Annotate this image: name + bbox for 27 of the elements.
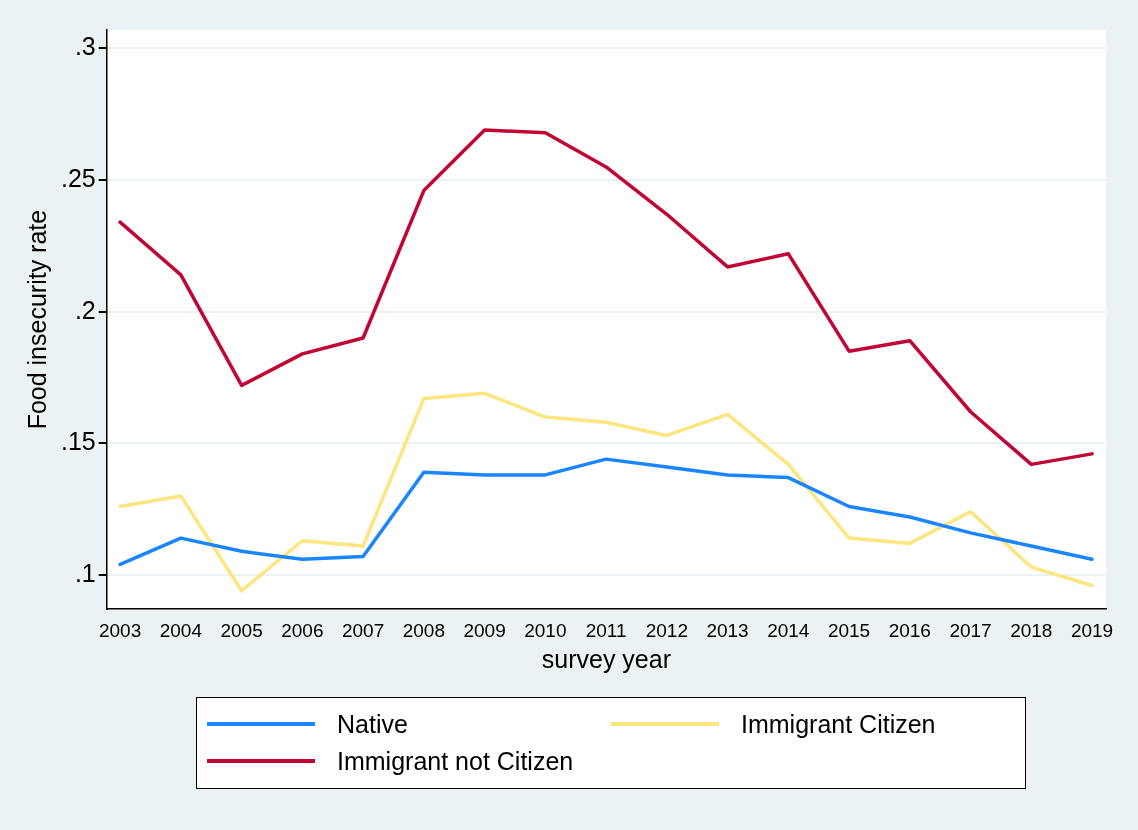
x-tick-label: 2014 — [767, 619, 810, 641]
x-tick-label: 2019 — [1070, 619, 1114, 641]
x-tick-label: 2003 — [98, 619, 142, 641]
y-tick-label: .1 — [74, 558, 96, 587]
x-tick-label: 2012 — [645, 619, 688, 641]
x-tick-label: 2004 — [159, 619, 203, 641]
x-tick-label: 2018 — [1010, 619, 1053, 641]
legend-label: Immigrant Citizen — [741, 709, 936, 739]
x-tick-label: 2008 — [402, 619, 445, 641]
x-tick-label: 2005 — [220, 619, 263, 641]
x-tick-label: 2015 — [827, 619, 871, 641]
y-tick-label: .15 — [60, 427, 96, 456]
x-tick-label: 2010 — [524, 619, 567, 641]
y-tick-label: .2 — [74, 295, 96, 324]
legend-label: Immigrant not Citizen — [337, 746, 574, 776]
x-axis-title: survey year — [541, 644, 671, 673]
y-axis-title: Food insecurity rate — [22, 209, 51, 430]
x-tick-label: 2013 — [706, 619, 749, 641]
y-tick-label: .3 — [74, 32, 96, 61]
x-tick-label: 2016 — [888, 619, 931, 641]
x-tick-label: 2007 — [341, 619, 385, 641]
x-tick-label: 2006 — [281, 619, 324, 641]
x-tick-label: 2011 — [585, 619, 627, 641]
x-tick-label: 2009 — [463, 619, 506, 641]
y-tick-label: .25 — [60, 163, 96, 192]
x-tick-label: 2017 — [949, 619, 992, 641]
legend-label: Native — [337, 709, 408, 739]
